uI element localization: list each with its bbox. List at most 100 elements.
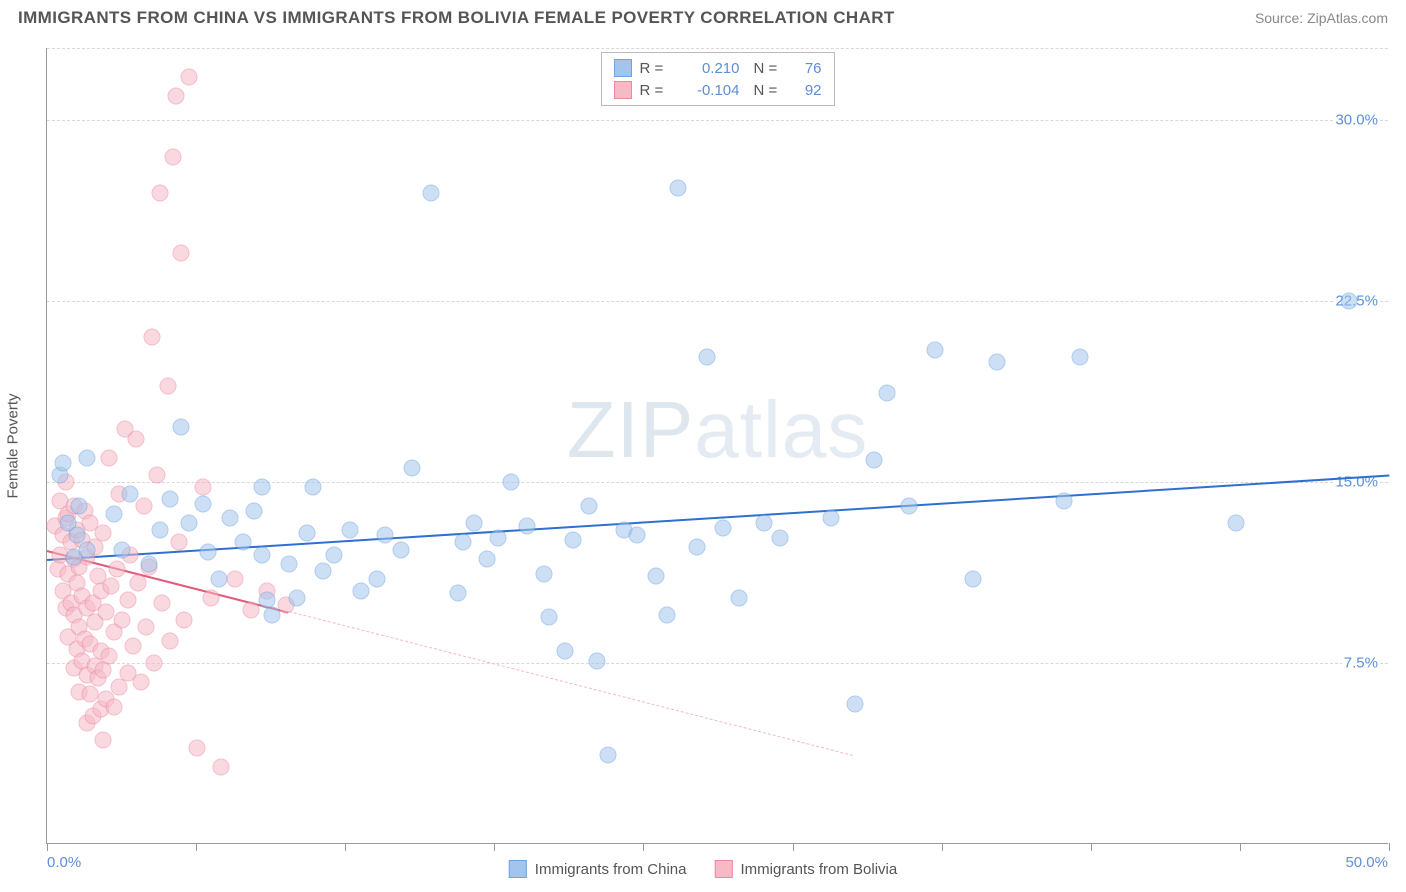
- data-point-china: [1228, 515, 1245, 532]
- data-point-china: [699, 348, 716, 365]
- data-point-china: [449, 585, 466, 602]
- chart-title: IMMIGRANTS FROM CHINA VS IMMIGRANTS FROM…: [18, 8, 895, 28]
- trend-line: [288, 611, 852, 756]
- x-tick: [1091, 843, 1092, 851]
- data-point-china: [162, 491, 179, 508]
- legend-stats-row-bolivia: R =-0.104N =92: [614, 79, 822, 101]
- data-point-bolivia: [151, 184, 168, 201]
- legend-item-bolivia: Immigrants from Bolivia: [715, 860, 898, 878]
- data-point-china: [106, 505, 123, 522]
- x-tick: [643, 843, 644, 851]
- data-point-china: [540, 609, 557, 626]
- data-point-bolivia: [202, 589, 219, 606]
- x-tick: [345, 843, 346, 851]
- data-point-china: [755, 515, 772, 532]
- data-point-china: [181, 515, 198, 532]
- data-point-china: [581, 498, 598, 515]
- data-point-bolivia: [127, 430, 144, 447]
- data-point-china: [140, 556, 157, 573]
- legend-n-label: N =: [754, 82, 784, 99]
- data-point-china: [194, 495, 211, 512]
- data-point-china: [79, 450, 96, 467]
- data-point-china: [377, 527, 394, 544]
- data-point-china: [173, 418, 190, 435]
- data-point-bolivia: [146, 655, 163, 672]
- data-point-china: [122, 486, 139, 503]
- data-point-bolivia: [181, 68, 198, 85]
- data-point-china: [865, 452, 882, 469]
- data-point-bolivia: [242, 602, 259, 619]
- legend-stats: R =0.210N =76R =-0.104N =92: [601, 52, 835, 106]
- y-tick-label: 30.0%: [1333, 112, 1380, 129]
- data-point-china: [221, 510, 238, 527]
- data-point-china: [479, 551, 496, 568]
- x-tick: [47, 843, 48, 851]
- data-point-bolivia: [130, 575, 147, 592]
- data-point-china: [731, 589, 748, 606]
- x-tick: [1240, 843, 1241, 851]
- data-point-bolivia: [124, 638, 141, 655]
- data-point-china: [342, 522, 359, 539]
- data-point-china: [715, 520, 732, 537]
- legend-item-label: Immigrants from China: [535, 861, 687, 878]
- plot-area: ZIPatlas R =0.210N =76R =-0.104N =92 Fem…: [46, 48, 1388, 844]
- x-axis-min-label: 0.0%: [47, 854, 81, 871]
- data-point-china: [629, 527, 646, 544]
- legend-n-label: N =: [754, 60, 784, 77]
- data-point-bolivia: [138, 618, 155, 635]
- data-point-bolivia: [111, 679, 128, 696]
- data-point-bolivia: [143, 329, 160, 346]
- data-point-bolivia: [106, 698, 123, 715]
- data-point-bolivia: [98, 604, 115, 621]
- chart-source: Source: ZipAtlas.com: [1255, 10, 1388, 26]
- data-point-china: [404, 459, 421, 476]
- legend-n-value: 92: [792, 82, 822, 99]
- data-point-bolivia: [154, 594, 171, 611]
- data-point-china: [648, 568, 665, 585]
- data-point-china: [326, 546, 343, 563]
- data-point-bolivia: [173, 245, 190, 262]
- data-point-china: [353, 582, 370, 599]
- data-point-china: [989, 353, 1006, 370]
- data-point-bolivia: [167, 88, 184, 105]
- data-point-china: [369, 570, 386, 587]
- legend-item-china: Immigrants from China: [509, 860, 687, 878]
- data-point-china: [288, 589, 305, 606]
- data-point-china: [79, 541, 96, 558]
- data-point-china: [151, 522, 168, 539]
- data-point-china: [519, 517, 536, 534]
- data-point-bolivia: [170, 534, 187, 551]
- data-point-bolivia: [165, 148, 182, 165]
- data-point-china: [455, 534, 472, 551]
- data-point-china: [71, 498, 88, 515]
- data-point-china: [1340, 293, 1357, 310]
- data-point-china: [771, 529, 788, 546]
- data-point-bolivia: [114, 611, 131, 628]
- data-point-china: [253, 479, 270, 496]
- x-tick: [494, 843, 495, 851]
- data-point-china: [846, 696, 863, 713]
- data-point-china: [55, 454, 72, 471]
- data-point-bolivia: [103, 577, 120, 594]
- data-point-bolivia: [119, 592, 136, 609]
- gridline-h: [47, 301, 1388, 302]
- data-point-bolivia: [132, 674, 149, 691]
- gridline-h: [47, 663, 1388, 664]
- legend-series: Immigrants from China Immigrants from Bol…: [509, 860, 897, 878]
- data-point-china: [669, 179, 686, 196]
- data-point-china: [1072, 348, 1089, 365]
- watermark: ZIPatlas: [567, 384, 868, 476]
- legend-n-value: 76: [792, 60, 822, 77]
- data-point-china: [557, 643, 574, 660]
- data-point-china: [964, 570, 981, 587]
- x-tick: [793, 843, 794, 851]
- legend-item-label: Immigrants from Bolivia: [741, 861, 898, 878]
- data-point-china: [822, 510, 839, 527]
- legend-stats-row-china: R =0.210N =76: [614, 57, 822, 79]
- data-point-bolivia: [100, 450, 117, 467]
- data-point-bolivia: [108, 561, 125, 578]
- data-point-china: [589, 652, 606, 669]
- data-point-china: [393, 541, 410, 558]
- data-point-china: [659, 606, 676, 623]
- x-tick: [1389, 843, 1390, 851]
